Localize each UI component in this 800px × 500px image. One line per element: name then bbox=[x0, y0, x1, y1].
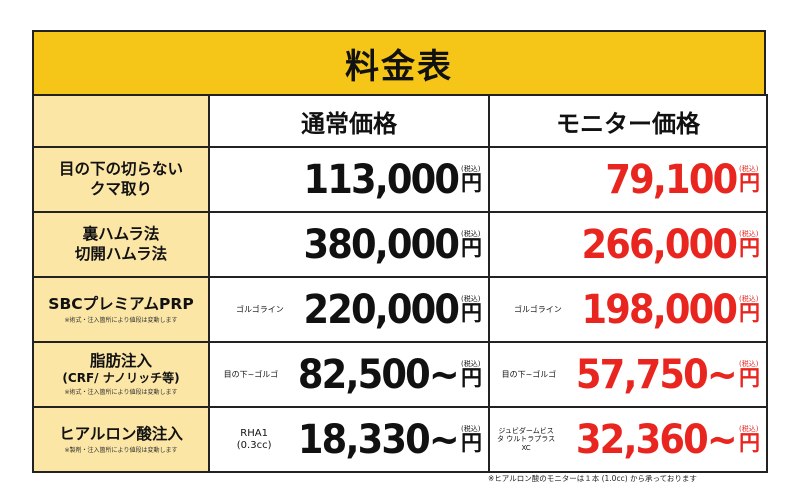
treatment-label-cell: SBCプレミアムPRP ※術式・注入箇所により値段は変動します bbox=[32, 276, 210, 343]
price-unit: (税込) 円 bbox=[739, 424, 760, 455]
price-unit: (税込) 円 bbox=[461, 164, 482, 195]
tax-included-label: (税込) bbox=[461, 424, 481, 433]
treatment-label-cell: ヒアルロン酸注入 ※製剤・注入箇所により値段は変動します bbox=[32, 406, 210, 473]
monitor-price-area: ゴルゴライン bbox=[513, 304, 562, 314]
table-row: 脂肪注入 (CRF/ ナノリッチ等) ※術式・注入箇所により値段は変動します 目… bbox=[32, 341, 768, 408]
regular-price-value: 380,000 bbox=[303, 221, 460, 268]
monitor-price-value: 32,360~ bbox=[576, 416, 738, 463]
monitor-price-area: 目の下~ゴルゴ bbox=[501, 369, 557, 379]
regular-price-value: 18,330~ bbox=[298, 416, 460, 463]
price-unit: (税込) 円 bbox=[739, 294, 760, 325]
treatment-label-cell: 脂肪注入 (CRF/ ナノリッチ等) ※術式・注入箇所により値段は変動します bbox=[32, 341, 210, 408]
treatment-subname: (CRF/ ナノリッチ等) bbox=[62, 371, 180, 386]
monitor-price-value: 57,750~ bbox=[576, 351, 738, 398]
treatment-label-cell: 目の下の切らない クマ取り bbox=[32, 146, 210, 213]
header-blank-cell bbox=[32, 94, 210, 148]
yen-label: 円 bbox=[739, 430, 760, 455]
regular-price-area: 目の下~ゴルゴ bbox=[223, 369, 279, 379]
yen-label: 円 bbox=[461, 170, 482, 195]
table-row: 裏ハムラ法 切開ハムラ法 380,000 (税込) 円 266,000 (税込) bbox=[32, 211, 768, 278]
price-unit: (税込) 円 bbox=[739, 164, 760, 195]
table-header-row: 通常価格 モニター価格 bbox=[32, 94, 768, 148]
price-unit: (税込) 円 bbox=[461, 424, 482, 455]
table-row: SBCプレミアムPRP ※術式・注入箇所により値段は変動します ゴルゴライン 2… bbox=[32, 276, 768, 343]
header-regular-price: 通常価格 bbox=[208, 94, 490, 148]
tax-included-label: (税込) bbox=[461, 164, 481, 173]
price-table-container: 料金表 通常価格 モニター価格 目の下の切らない クマ取り 113,000 (税… bbox=[32, 30, 768, 473]
header-monitor-price: モニター価格 bbox=[488, 94, 768, 148]
tax-included-label: (税込) bbox=[461, 294, 481, 303]
treatment-name: 脂肪注入 bbox=[89, 352, 152, 371]
regular-price-cell: ゴルゴライン 220,000 (税込) 円 bbox=[208, 276, 490, 343]
treatment-name: 目の下の切らない bbox=[58, 160, 183, 179]
treatment-label-cell: 裏ハムラ法 切開ハムラ法 bbox=[32, 211, 210, 278]
tax-included-label: (税込) bbox=[461, 229, 481, 238]
monitor-price-cell: ジュビダームビスタ ウルトラプラスXC 32,360~ (税込) 円 bbox=[488, 406, 768, 473]
monitor-price-cell: 266,000 (税込) 円 bbox=[488, 211, 768, 278]
tax-included-label: (税込) bbox=[461, 359, 481, 368]
yen-label: 円 bbox=[461, 430, 482, 455]
table-row: 目の下の切らない クマ取り 113,000 (税込) 円 79,100 (税込) bbox=[32, 146, 768, 213]
tax-included-label: (税込) bbox=[739, 229, 759, 238]
tax-included-label: (税込) bbox=[739, 424, 759, 433]
treatment-name: SBCプレミアムPRP bbox=[48, 294, 194, 313]
treatment-note: ※製剤・注入箇所により値段は変動します bbox=[64, 446, 178, 454]
footnote: ※ヒアルロン酸のモニターは１本 (1.0cc) から承っております bbox=[488, 474, 697, 483]
yen-label: 円 bbox=[461, 300, 482, 325]
monitor-price-product: ジュビダームビスタ ウルトラプラスXC bbox=[497, 426, 556, 452]
yen-label: 円 bbox=[739, 300, 760, 325]
treatment-name-line2: クマ取り bbox=[89, 179, 152, 198]
price-unit: (税込) 円 bbox=[461, 294, 482, 325]
price-unit: (税込) 円 bbox=[739, 359, 760, 390]
yen-label: 円 bbox=[739, 170, 760, 195]
regular-price-cell: 380,000 (税込) 円 bbox=[208, 211, 490, 278]
treatment-note: ※術式・注入箇所により値段は変動します bbox=[64, 389, 178, 397]
treatment-note: ※術式・注入箇所により値段は変動します bbox=[64, 316, 178, 324]
tax-included-label: (税込) bbox=[739, 359, 759, 368]
monitor-price-cell: 目の下~ゴルゴ 57,750~ (税込) 円 bbox=[488, 341, 768, 408]
monitor-price-cell: 79,100 (税込) 円 bbox=[488, 146, 768, 213]
regular-price-cell: 113,000 (税込) 円 bbox=[208, 146, 490, 213]
table-row: ヒアルロン酸注入 ※製剤・注入箇所により値段は変動します RHA1 (0.3cc… bbox=[32, 406, 768, 473]
price-table: 通常価格 モニター価格 目の下の切らない クマ取り 113,000 (税込) 円 bbox=[32, 94, 768, 473]
regular-price-value: 113,000 bbox=[303, 156, 460, 203]
price-unit: (税込) 円 bbox=[461, 229, 482, 260]
price-unit: (税込) 円 bbox=[739, 229, 760, 260]
monitor-price-cell: ゴルゴライン 198,000 (税込) 円 bbox=[488, 276, 768, 343]
treatment-name: ヒアルロン酸注入 bbox=[59, 424, 183, 443]
treatment-name-line2: 切開ハムラ法 bbox=[74, 244, 168, 263]
yen-label: 円 bbox=[461, 235, 482, 260]
regular-price-area: ゴルゴライン bbox=[235, 304, 284, 314]
yen-label: 円 bbox=[739, 235, 760, 260]
yen-label: 円 bbox=[461, 365, 482, 390]
regular-price-product: RHA1 (0.3cc) bbox=[236, 427, 272, 451]
tax-included-label: (税込) bbox=[739, 294, 759, 303]
tax-included-label: (税込) bbox=[739, 164, 759, 173]
regular-price-cell: RHA1 (0.3cc) 18,330~ (税込) 円 bbox=[208, 406, 490, 473]
regular-price-value: 220,000 bbox=[303, 286, 460, 333]
regular-price-cell: 目の下~ゴルゴ 82,500~ (税込) 円 bbox=[208, 341, 490, 408]
yen-label: 円 bbox=[739, 365, 760, 390]
price-unit: (税込) 円 bbox=[461, 359, 482, 390]
monitor-price-value: 266,000 bbox=[581, 221, 738, 268]
regular-price-value: 82,500~ bbox=[298, 351, 460, 398]
page-title: 料金表 bbox=[32, 30, 766, 94]
treatment-name: 裏ハムラ法 bbox=[82, 225, 160, 244]
monitor-price-value: 198,000 bbox=[581, 286, 738, 333]
monitor-price-value: 79,100 bbox=[605, 156, 738, 203]
